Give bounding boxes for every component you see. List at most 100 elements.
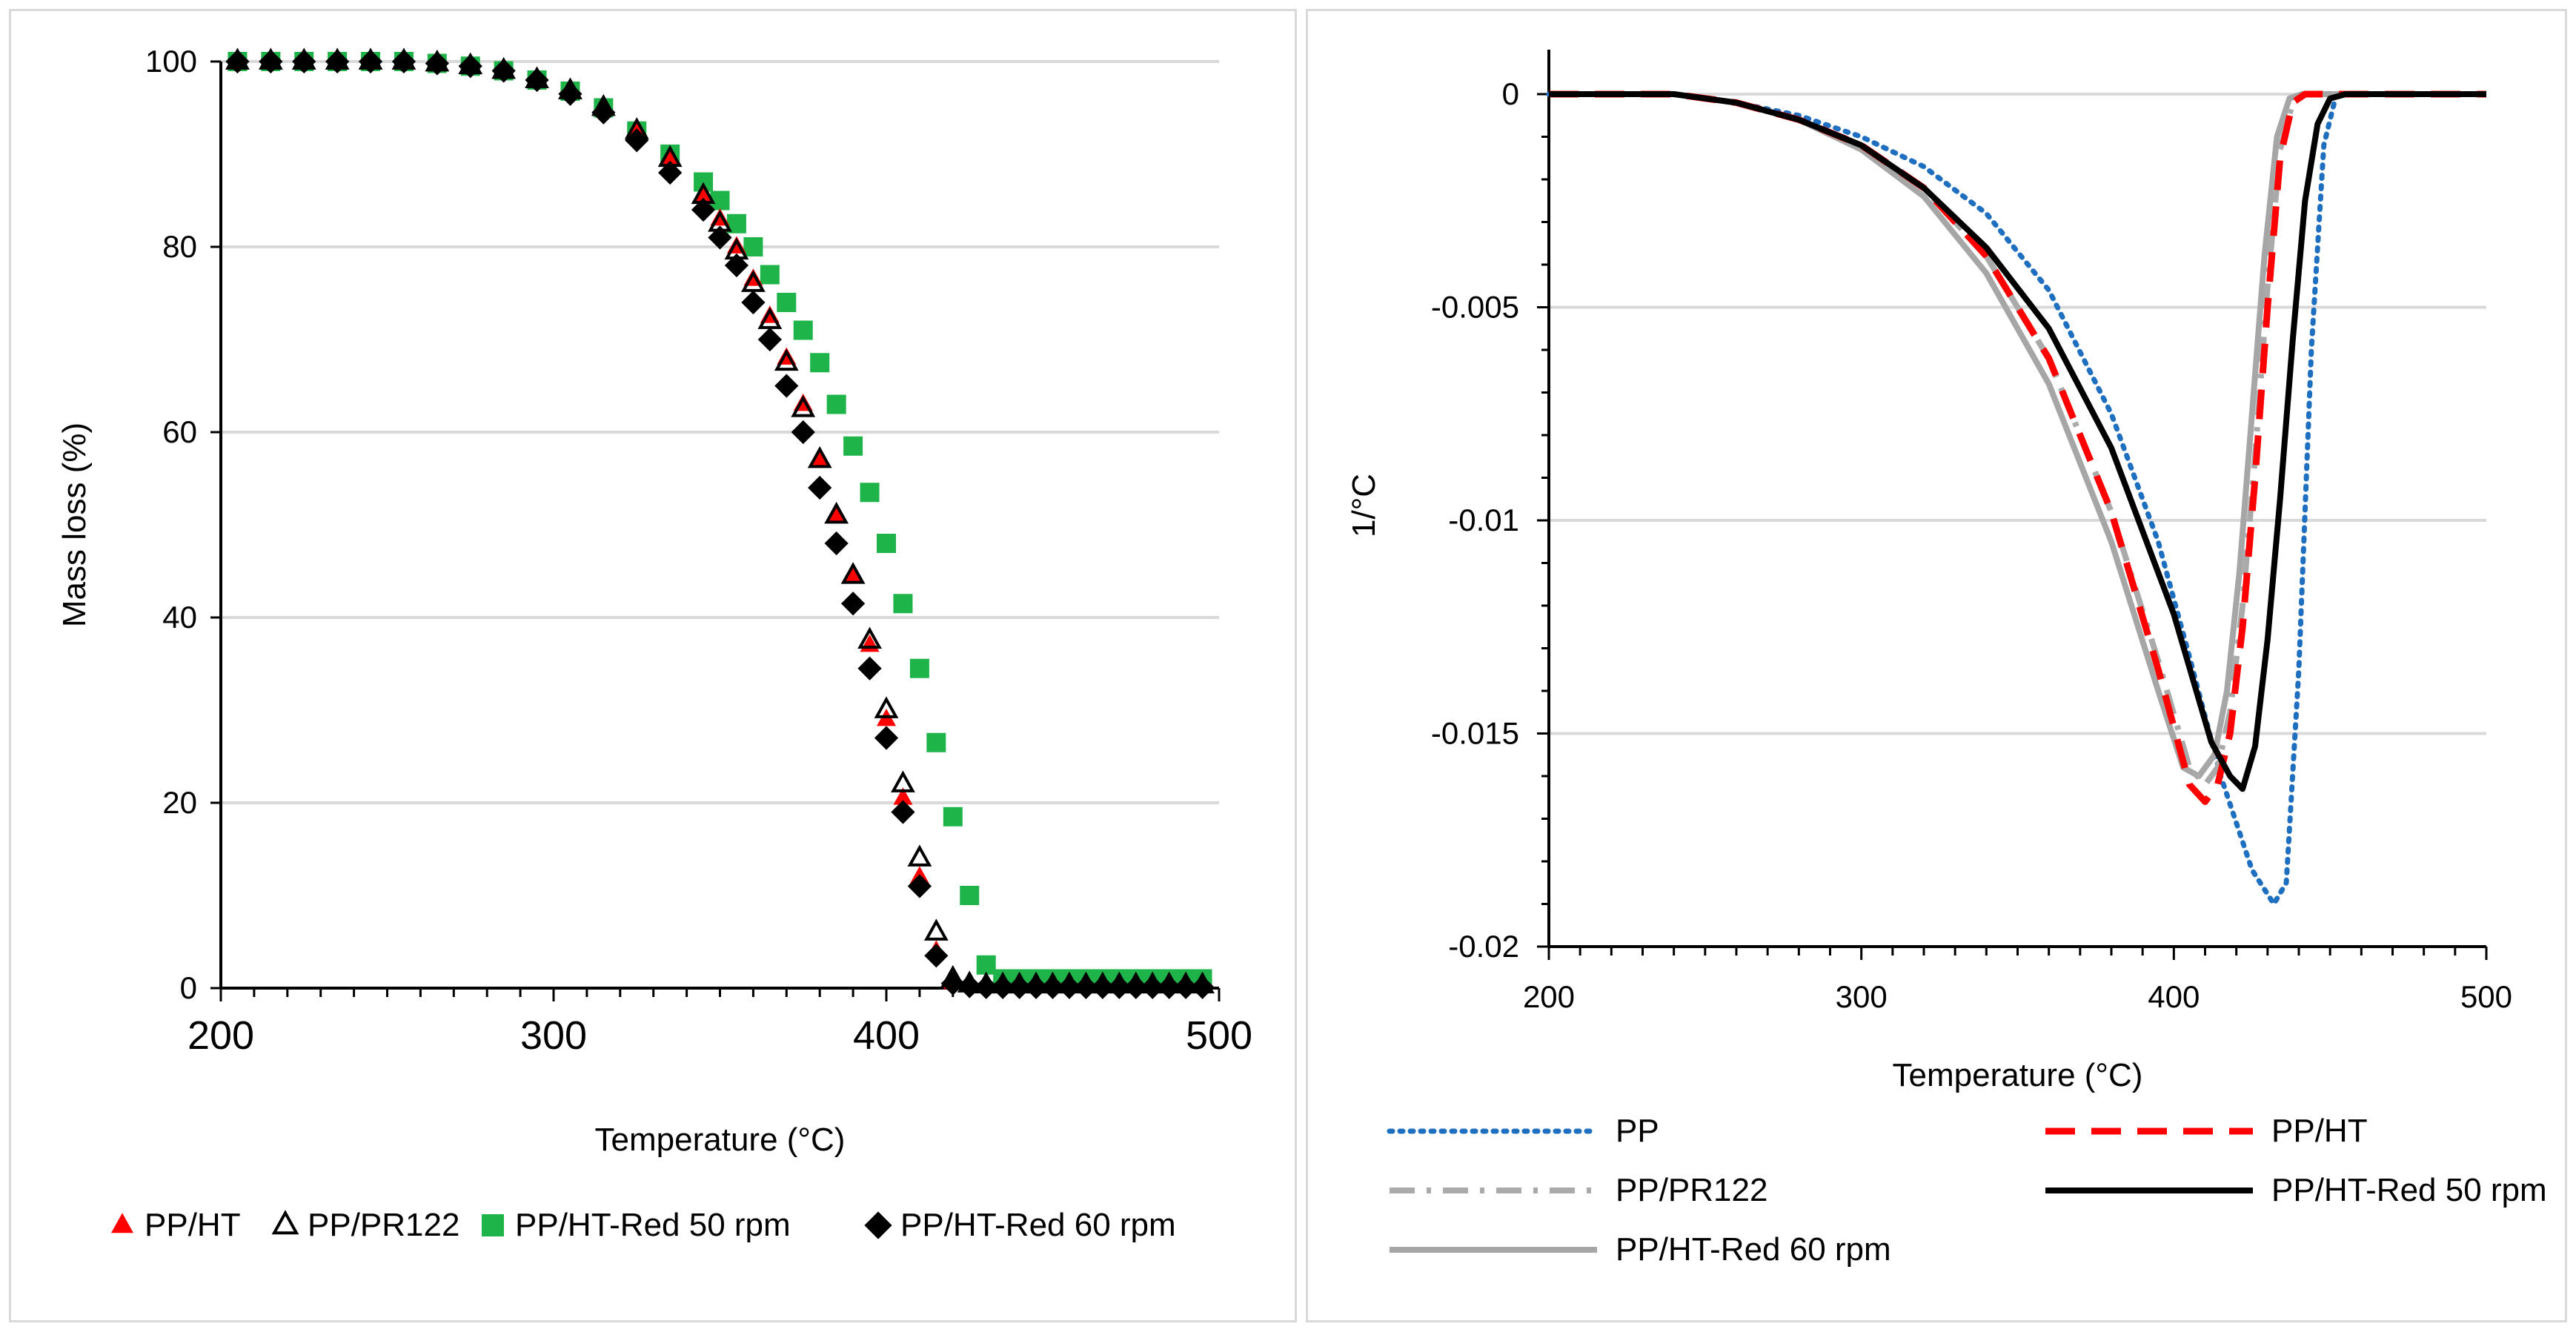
point-pp-ht-red-60-rpm — [974, 975, 998, 999]
point-pp-pr122 — [774, 348, 799, 371]
point-pp-ht-red-50-rpm — [777, 293, 797, 312]
y-tick-label-0-015: -0.015 — [1431, 716, 1519, 751]
point-pp-ht-red-60-rpm — [907, 874, 932, 898]
point-pp-ht-red-50-rpm — [826, 394, 846, 414]
point-pp-ht-red-60-rpm — [808, 475, 832, 500]
point-pp-ht-red-60-rpm — [458, 54, 482, 79]
legend-label-pp-ht-red-60-rpm: PP/HT-Red 60 rpm — [900, 1207, 1176, 1243]
point-pp-ht-red-60-rpm — [1141, 975, 1165, 999]
point-pp-ht-red-60-rpm — [1074, 975, 1098, 999]
x-tick-label-400: 400 — [2148, 979, 2200, 1014]
point-pp-ht-red-60-rpm — [1173, 975, 1198, 999]
x-tick-label-400: 400 — [853, 1013, 920, 1058]
legend-label-pp-ht: PP/HT — [145, 1207, 241, 1243]
point-pp-ht-red-60-rpm — [225, 49, 250, 74]
point-pp-ht-red-60-rpm — [558, 82, 582, 106]
point-pp-ht-red-60-rpm — [774, 374, 799, 398]
left-chart-panel: 0 20 40 60 80 100 200 300 400 500 Temperature (°C)… — [9, 9, 1297, 1322]
point-pp-ht-red-60-rpm — [957, 974, 982, 998]
point-pp-ht-red-60-rpm — [325, 49, 350, 74]
y-tick-label-0-005: -0.005 — [1431, 290, 1519, 325]
series-line-pp-ht — [1549, 90, 2486, 805]
right-chart-panel: 0 -0.005 -0.01 -0.015 -0.02 200 300 400 500 Tempe… — [1306, 9, 2567, 1322]
point-pp-ht-red-60-rpm — [724, 253, 749, 278]
point-pp-ht — [810, 448, 830, 467]
point-pp-ht — [660, 148, 680, 166]
legend-label-pp: PP — [1616, 1113, 1659, 1149]
point-pp-pr122 — [857, 626, 882, 649]
point-pp-ht-red-60-rpm — [625, 128, 649, 153]
x-tick-label-500: 500 — [1186, 1013, 1252, 1058]
y-tick-label-80: 80 — [162, 229, 197, 264]
x-axis-title: Temperature (°C) — [595, 1122, 846, 1158]
point-pp-ht-red-50-rpm — [976, 955, 996, 975]
y-tick-label-0-02: -0.02 — [1448, 929, 1519, 964]
point-pp-ht-red-60-rpm — [425, 51, 449, 76]
point-pp-ht-red-60-rpm — [891, 800, 915, 824]
point-pp-ht-red-50-rpm — [793, 320, 813, 340]
legend-label-pp-pr122: PP/PR122 — [1616, 1172, 1767, 1208]
point-pp-ht-red-60-rpm — [1090, 975, 1115, 999]
series-line-pp — [1546, 91, 2489, 907]
point-pp-ht-red-50-rpm — [843, 436, 863, 456]
point-pp-ht-red-60-rpm — [1007, 975, 1032, 999]
legend-marker-pp-ht-red-50-rpm — [482, 1214, 504, 1236]
point-pp-ht-red-60-rpm — [591, 100, 616, 125]
y-tick-label-40: 40 — [162, 600, 197, 635]
point-pp-pr122 — [807, 446, 832, 468]
point-pp-ht-red-50-rpm — [893, 594, 913, 614]
point-pp-ht-red-60-rpm — [991, 975, 1015, 999]
point-pp-pr122 — [840, 562, 866, 584]
point-pp-ht-red-50-rpm — [909, 658, 929, 678]
x-axis-title: Temperature (°C) — [1893, 1057, 2143, 1093]
point-pp-ht-red-60-rpm — [391, 49, 416, 74]
point-pp-ht-red-60-rpm — [525, 67, 549, 93]
point-pp-pr122 — [923, 918, 949, 941]
point-pp-ht-red-60-rpm — [1190, 975, 1215, 999]
point-pp-ht-red-60-rpm — [1157, 975, 1181, 999]
legend-label-pp-ht-red-60-rpm: PP/HT-Red 60 rpm — [1616, 1231, 1891, 1268]
y-axis-title: Mass loss (%) — [56, 423, 93, 627]
point-pp-ht-red-60-rpm — [691, 197, 716, 222]
point-pp-ht-red-60-rpm — [1123, 975, 1148, 999]
point-pp-ht-red-60-rpm — [857, 656, 882, 680]
y-axis-title: 1/°C — [1346, 474, 1382, 537]
y-tick-label-0: 0 — [1502, 76, 1519, 111]
legend-label-pp-ht: PP/HT — [2271, 1113, 2368, 1149]
point-pp-ht-red-50-rpm — [760, 265, 780, 285]
series-pp-ht-red-50-rpm — [228, 52, 1212, 989]
y-tick-label-100: 100 — [145, 44, 197, 79]
point-pp-ht-red-50-rpm — [810, 353, 830, 373]
point-pp-ht-red-50-rpm — [960, 886, 980, 905]
point-pp-ht-red-60-rpm — [259, 49, 283, 74]
point-pp-ht-red-60-rpm — [1107, 975, 1132, 999]
point-pp-ht-red-50-rpm — [926, 732, 946, 752]
point-pp-ht-red-60-rpm — [840, 592, 866, 616]
series-line-pp-ht-red-60-rpm — [1549, 91, 2486, 779]
point-pp-pr122 — [791, 395, 816, 417]
point-pp-ht-red-60-rpm — [824, 531, 849, 556]
point-pp-ht-red-60-rpm — [1040, 975, 1065, 999]
point-pp-ht-red-60-rpm — [1057, 975, 1082, 999]
mass-loss-chart: 0 20 40 60 80 100 200 300 400 500 Temperature (°C)… — [56, 44, 1252, 1243]
x-tick-label-300: 300 — [1836, 979, 1888, 1014]
legend-label-pp-ht-red-50-rpm: PP/HT-Red 50 rpm — [2271, 1172, 2547, 1208]
point-pp-ht — [843, 565, 863, 583]
y-tick-label-60: 60 — [162, 414, 197, 449]
point-pp-ht-red-60-rpm — [924, 944, 949, 968]
y-tick-label-0-01: -0.01 — [1448, 503, 1519, 537]
point-pp-pr122 — [874, 696, 899, 718]
point-pp-ht-red-60-rpm — [791, 420, 815, 445]
point-pp-ht-red-50-rpm — [877, 534, 896, 553]
y-tick-label-20: 20 — [162, 785, 197, 820]
point-pp-ht-red-60-rpm — [708, 225, 732, 250]
legend-label-pp-ht-red-50-rpm: PP/HT-Red 50 rpm — [515, 1207, 791, 1243]
point-pp-ht-red-50-rpm — [860, 483, 880, 503]
x-tick-label-200: 200 — [1523, 979, 1575, 1014]
x-tick-label-200: 200 — [187, 1013, 254, 1058]
point-pp-pr122 — [824, 501, 849, 524]
point-pp-ht-red-60-rpm — [940, 971, 965, 996]
point-pp-ht-red-60-rpm — [658, 160, 683, 185]
point-pp-ht-red-50-rpm — [743, 237, 763, 256]
